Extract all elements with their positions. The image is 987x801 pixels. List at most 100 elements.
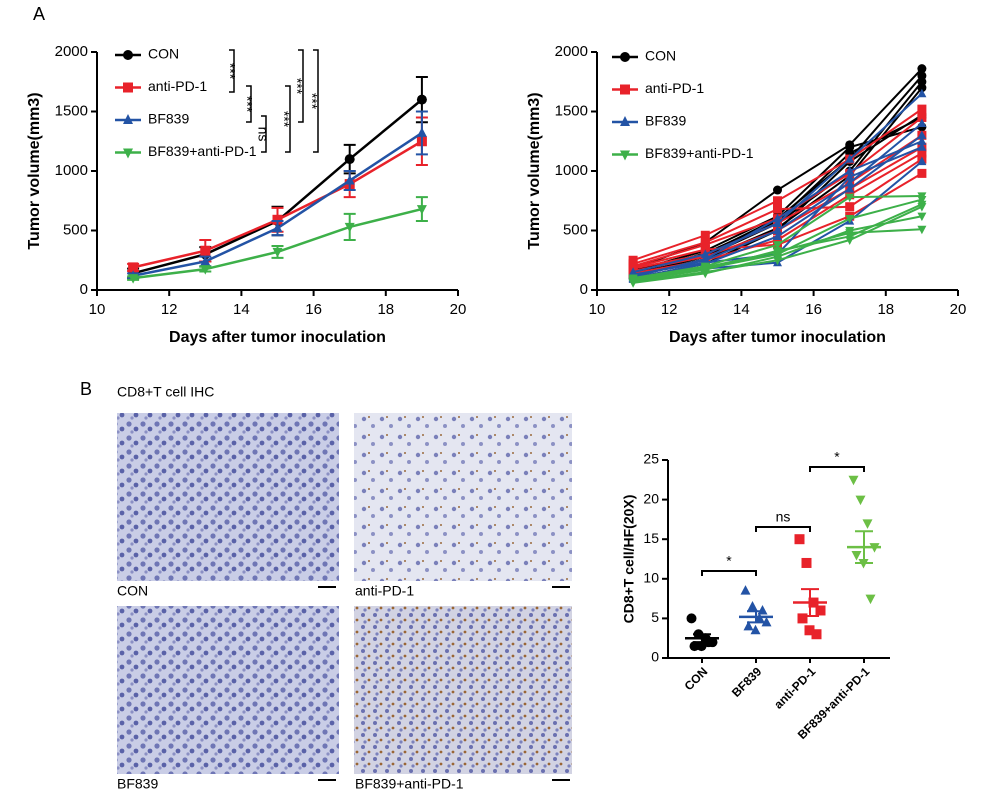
ihc-image — [354, 606, 572, 774]
marker — [855, 495, 866, 506]
y-tick-label: 15 — [643, 530, 659, 546]
legend-label: anti-PD-1 — [148, 78, 207, 94]
legend-label: BF839 — [148, 111, 189, 127]
x-tick-label: 12 — [161, 301, 178, 318]
marker — [917, 156, 927, 166]
x-tick-label: 10 — [89, 301, 106, 318]
ihc-image — [354, 413, 572, 581]
marker — [804, 625, 815, 636]
y-axis-label: CD8+T cell/HF(20X) — [621, 495, 637, 624]
y-tick-label: 2000 — [555, 43, 588, 60]
marker — [845, 166, 855, 175]
marker — [917, 118, 927, 127]
sig-label: * — [726, 553, 732, 569]
sig-label: *** — [289, 78, 305, 95]
y-tick-label: 500 — [563, 221, 588, 238]
marker — [845, 236, 855, 245]
marker — [917, 225, 927, 235]
marker — [773, 253, 782, 262]
marker — [845, 172, 855, 181]
marker — [743, 620, 754, 631]
marker — [272, 222, 283, 233]
marker — [917, 88, 927, 98]
legend-label: CON — [645, 48, 676, 64]
marker — [757, 604, 768, 615]
marker — [200, 265, 211, 275]
ihc-caption: anti-PD-1 — [355, 583, 414, 599]
legend-marker — [620, 52, 630, 62]
marker — [700, 237, 710, 247]
y-tick-label: 0 — [651, 649, 659, 665]
marker — [761, 616, 772, 627]
marker — [917, 112, 927, 122]
sig-label: ns — [776, 509, 791, 525]
y-tick-label: 25 — [643, 451, 659, 467]
sem-bar — [801, 588, 819, 618]
legend-marker — [123, 50, 133, 60]
marker — [845, 215, 855, 224]
marker — [917, 168, 927, 178]
x-tick-label: 10 — [589, 301, 606, 318]
marker — [845, 193, 855, 203]
marker — [344, 175, 355, 185]
y-tick-label: 0 — [580, 281, 588, 298]
sig-bracket — [229, 49, 235, 93]
x-tick-label: 12 — [661, 301, 678, 318]
marker — [845, 177, 855, 187]
marker — [917, 64, 927, 74]
marker — [628, 275, 638, 285]
x-tick-label: CON — [682, 664, 711, 693]
sig-label: *** — [222, 63, 238, 80]
ihc-image — [117, 413, 339, 581]
legend-marker — [620, 150, 630, 161]
marker — [773, 213, 782, 223]
marker — [700, 230, 710, 240]
legend-label: BF839 — [645, 113, 686, 129]
marker — [845, 229, 855, 238]
legend-marker — [123, 114, 133, 124]
marker — [773, 196, 782, 206]
marker — [773, 231, 782, 241]
marker — [416, 205, 427, 215]
marker — [845, 183, 855, 193]
marker — [344, 154, 355, 165]
y-tick-label: 1500 — [555, 102, 588, 119]
y-tick-label: 500 — [63, 221, 88, 238]
marker — [773, 185, 782, 195]
sig-label: *** — [304, 93, 320, 110]
sem-bar — [693, 633, 711, 644]
y-tick-label: 20 — [643, 490, 659, 506]
x-tick-label: 14 — [233, 301, 250, 318]
x-axis-label: Days after tumor inoculation — [169, 329, 386, 346]
x-tick-label: 20 — [450, 301, 467, 318]
ihc-image — [117, 606, 339, 774]
legend-label: BF839+anti-PD-1 — [148, 143, 257, 159]
sig-label: ns — [255, 127, 271, 142]
x-tick-label: 18 — [877, 301, 894, 318]
sig-bracket — [809, 466, 865, 472]
legend-marker — [620, 84, 630, 95]
ihc-caption: BF839+anti-PD-1 — [355, 776, 464, 792]
legend-marker — [620, 116, 630, 126]
sig-bracket — [246, 85, 252, 123]
sig-label: *** — [239, 96, 255, 113]
marker — [773, 248, 782, 257]
marker — [917, 148, 927, 158]
marker — [862, 519, 873, 529]
marker — [917, 203, 927, 212]
panel-label: A — [33, 4, 45, 24]
marker — [917, 195, 927, 205]
marker — [200, 245, 211, 256]
ihc-caption: BF839 — [117, 776, 158, 792]
x-tick-label: 20 — [950, 301, 967, 318]
ihc-caption: CON — [117, 583, 148, 599]
sig-bracket — [701, 570, 757, 576]
marker — [272, 214, 283, 225]
marker — [815, 605, 826, 616]
y-tick-label: 2000 — [55, 43, 88, 60]
marker — [344, 222, 355, 233]
y-tick-label: 1500 — [55, 102, 88, 119]
marker — [128, 274, 139, 284]
legend-marker — [123, 82, 133, 93]
